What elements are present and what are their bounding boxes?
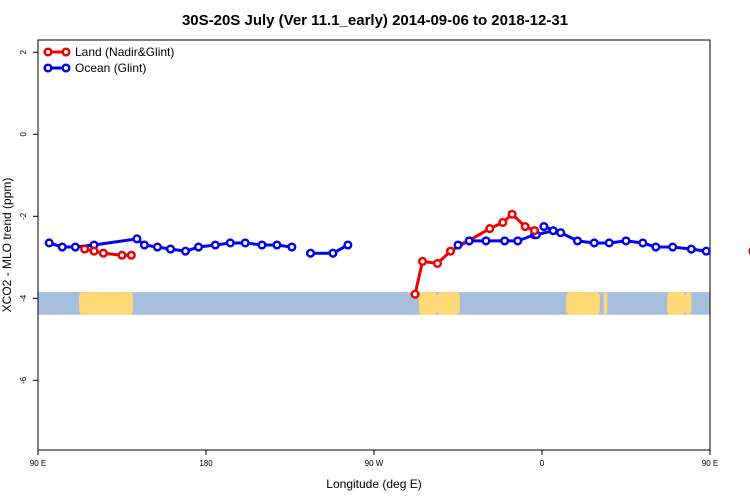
data-point	[70, 242, 80, 252]
data-point	[257, 240, 267, 250]
data-point	[343, 240, 353, 250]
data-point	[287, 242, 297, 252]
y-axis: 2 0 -2 -4 -6	[19, 50, 38, 384]
data-point	[686, 244, 696, 254]
land-mass	[685, 292, 692, 315]
data-point	[548, 226, 558, 236]
data-point	[481, 236, 491, 246]
data-point	[80, 244, 90, 254]
data-point	[572, 236, 583, 246]
data-point	[668, 242, 678, 252]
x-tick-label: 180	[199, 459, 213, 468]
land-mass	[79, 292, 134, 315]
data-point	[44, 238, 54, 248]
legend-marker	[43, 47, 53, 57]
data-point	[193, 242, 204, 252]
data-point	[529, 226, 540, 236]
data-point	[464, 236, 474, 246]
data-point	[498, 217, 508, 227]
data-point	[410, 289, 420, 299]
land-mass	[418, 292, 438, 315]
data-point	[240, 238, 250, 248]
data-point	[701, 246, 711, 256]
data-point	[117, 250, 127, 260]
data-point	[126, 250, 136, 260]
legend-label: Ocean (Glint)	[75, 61, 146, 75]
x-axis: 90 E 180 90 W 0 90 E	[30, 450, 718, 468]
data-point	[539, 222, 549, 232]
data-point	[272, 240, 282, 250]
map-strip	[38, 292, 710, 315]
land-mass	[667, 292, 686, 315]
land-mass	[571, 292, 600, 315]
y-tick-label: -6	[19, 376, 28, 384]
y-tick-label: -4	[19, 294, 28, 302]
data-point	[180, 246, 191, 256]
data-point	[417, 256, 428, 266]
data-point	[210, 240, 220, 250]
ocean-band	[38, 292, 710, 315]
data-point	[89, 246, 99, 256]
data-point	[328, 248, 338, 258]
series-layer	[44, 209, 750, 299]
data-point	[513, 236, 523, 246]
data-point	[445, 246, 456, 256]
legend-marker	[43, 63, 53, 73]
data-point	[621, 236, 631, 246]
legend-label: Land (Nadir&Glint)	[75, 45, 174, 59]
data-point	[152, 242, 163, 252]
x-tick-label: 90 E	[30, 459, 46, 468]
data-point	[98, 248, 108, 258]
data-point	[139, 240, 149, 250]
legend-marker	[61, 47, 71, 57]
land-mass	[603, 292, 608, 315]
y-tick-label: 2	[19, 50, 28, 55]
x-tick-label: 90 W	[365, 459, 384, 468]
data-point	[589, 238, 599, 248]
data-point	[520, 222, 530, 232]
data-point	[507, 209, 517, 219]
land-mass	[437, 292, 460, 315]
data-point	[57, 242, 67, 252]
legend-marker	[61, 63, 71, 73]
x-tick-label: 90 E	[702, 459, 718, 468]
data-point	[132, 234, 142, 244]
y-axis-label: XCO2 - MLO trend (ppm)	[0, 178, 14, 313]
data-point	[305, 248, 316, 258]
data-point	[500, 236, 510, 246]
data-point	[638, 238, 648, 248]
data-point	[604, 238, 614, 248]
data-point	[165, 244, 176, 254]
series-line	[413, 212, 536, 295]
x-tick-label: 0	[540, 459, 545, 468]
y-tick-label: -2	[19, 212, 28, 220]
x-axis-label: Longitude (deg E)	[326, 477, 421, 491]
data-point	[225, 238, 235, 248]
chart-title: 30S-20S July (Ver 11.1_early) 2014-09-06…	[182, 12, 568, 29]
data-point	[556, 228, 566, 238]
data-point	[485, 224, 495, 234]
legend: Land (Nadir&Glint) Ocean (Glint)	[43, 45, 174, 75]
y-tick-label: 0	[19, 132, 28, 137]
data-point	[432, 258, 443, 269]
data-point	[453, 240, 463, 250]
data-point	[651, 242, 661, 252]
